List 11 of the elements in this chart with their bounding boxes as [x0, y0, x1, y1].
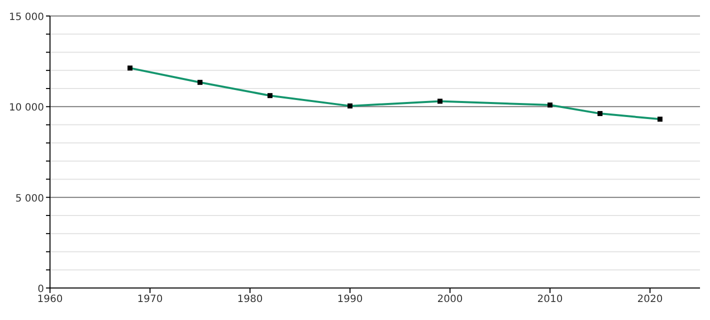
- x-tick-label: 1960: [37, 294, 63, 306]
- x-tick-label: 2010: [537, 294, 563, 306]
- y-tick-label: 10 000: [9, 102, 44, 114]
- y-tick-label: 15 000: [9, 12, 44, 23]
- x-tick-label: 2000: [437, 294, 463, 306]
- x-tick-label: 2020: [637, 294, 663, 306]
- x-tick-label: 1990: [337, 294, 363, 306]
- x-tick-label: 1980: [237, 294, 263, 306]
- x-tick-label: 1970: [137, 294, 163, 306]
- y-tick-label: 0: [38, 284, 44, 295]
- y-tick-label: 5 000: [15, 193, 44, 204]
